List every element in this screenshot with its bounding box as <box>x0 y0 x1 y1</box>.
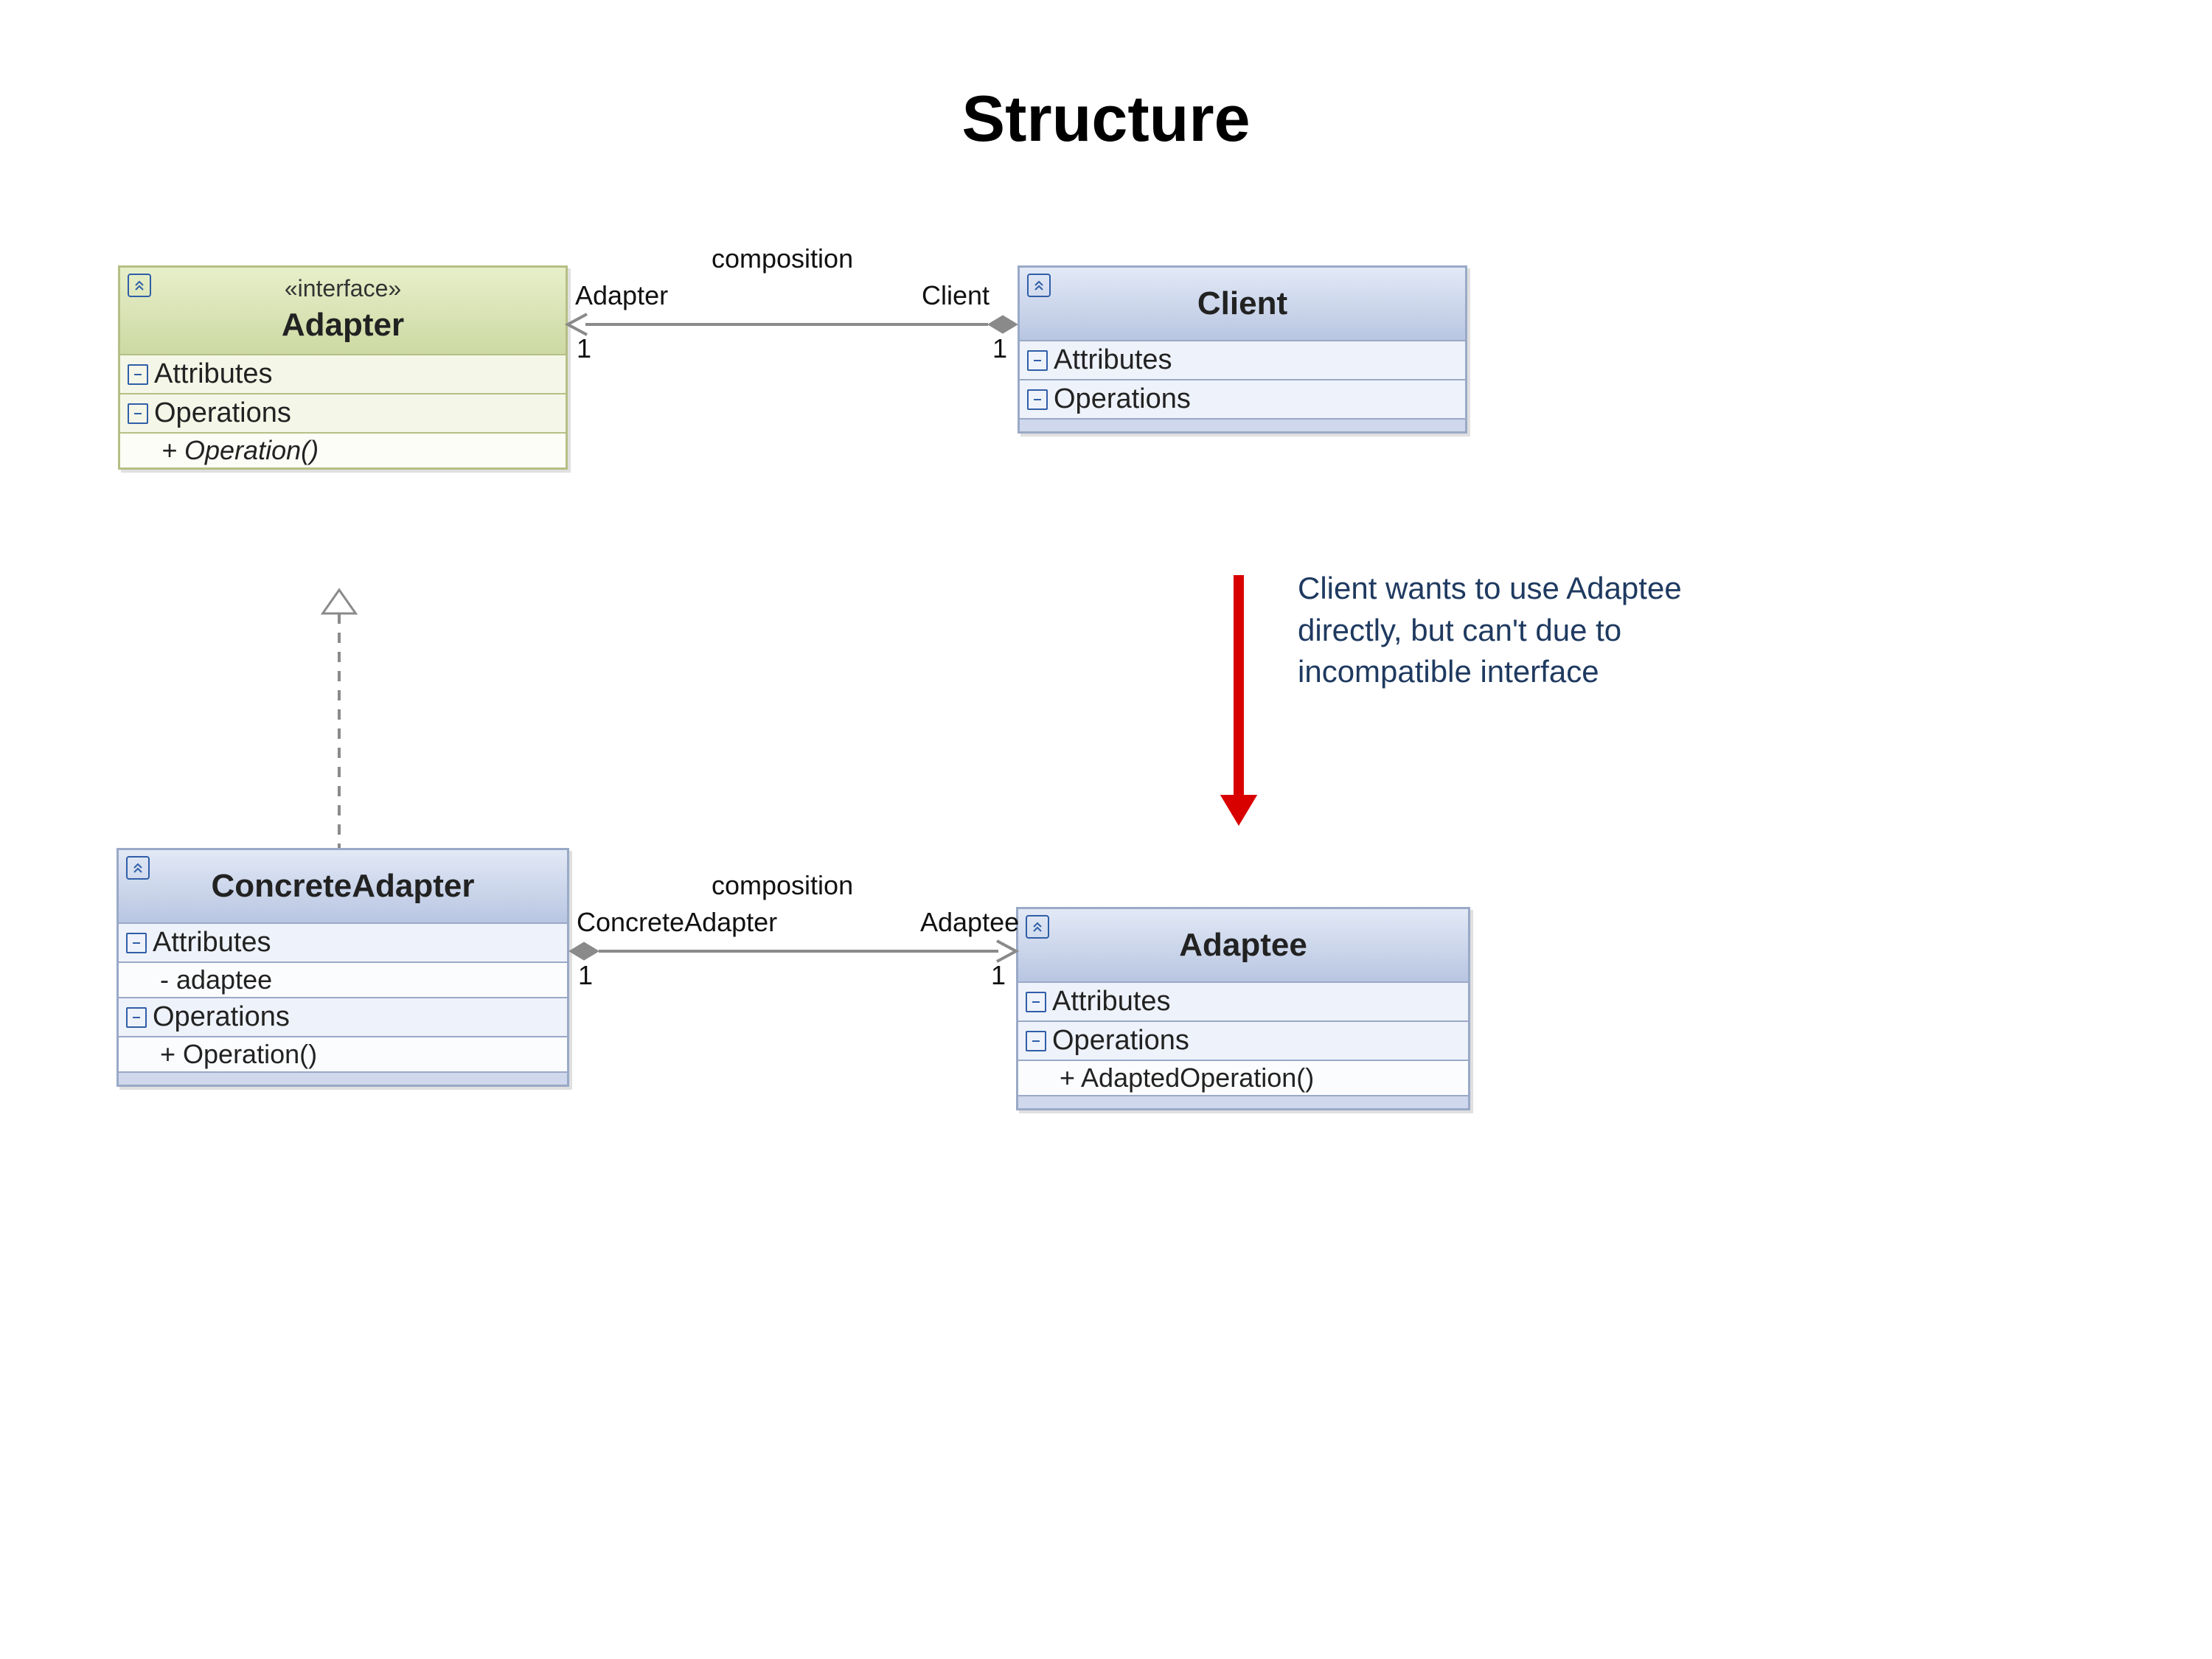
minus-icon <box>126 933 147 953</box>
class-name: Adaptee <box>1018 927 1468 964</box>
class-name: Adapter <box>120 307 566 344</box>
minus-icon <box>128 364 148 385</box>
class-name: Client <box>1020 285 1465 322</box>
annotation-arrowhead-icon <box>1220 795 1257 826</box>
collapse-icon <box>126 856 150 880</box>
section-label: Operations <box>1054 383 1191 415</box>
minus-icon <box>126 1007 147 1028</box>
edge-label: composition <box>712 870 853 901</box>
edge-label: ConcreteAdapter <box>577 907 777 938</box>
minus-icon <box>1027 350 1048 371</box>
edge-label: Client <box>922 280 990 311</box>
section-label: Attributes <box>153 927 271 959</box>
member-item: + AdaptedOperation() <box>1018 1060 1468 1095</box>
minus-icon <box>1026 1031 1046 1051</box>
uml-class-concrete: ConcreteAdapter Attributes- adaptee Operat… <box>116 848 569 1087</box>
edge-label: 1 <box>577 333 591 364</box>
annotation-note: Client wants to use Adaptee directly, bu… <box>1298 568 1770 693</box>
minus-icon <box>1027 389 1048 410</box>
uml-class-adaptee: Adaptee Attributes Operations+ AdaptedOper… <box>1016 907 1470 1110</box>
realization-arrowhead-icon <box>323 590 356 613</box>
section-label: Attributes <box>1052 986 1171 1018</box>
collapse-icon <box>1026 915 1049 939</box>
member-item: + Operation() <box>120 432 566 467</box>
minus-icon <box>128 403 148 424</box>
section-label: Operations <box>153 1001 290 1033</box>
collapse-icon <box>128 274 151 297</box>
edge-label: Adapter <box>575 280 668 311</box>
section-label: Operations <box>1052 1025 1189 1057</box>
open-arrow-icon <box>997 941 1016 961</box>
footer-bar <box>119 1071 567 1085</box>
diamond-icon <box>569 942 599 960</box>
edge-label: composition <box>712 243 853 274</box>
stereotype: «interface» <box>120 275 566 302</box>
class-name: ConcreteAdapter <box>119 868 567 905</box>
edge-label: 1 <box>992 333 1007 364</box>
diamond-icon <box>988 316 1018 333</box>
edge-label: Adaptee <box>920 907 1019 938</box>
footer-bar <box>1018 1095 1468 1108</box>
section-label: Operations <box>154 397 291 429</box>
member-item: - adaptee <box>119 961 567 997</box>
section-label: Attributes <box>1054 344 1172 376</box>
connector-layer <box>0 0 2212 1659</box>
minus-icon <box>1026 992 1046 1012</box>
section-label: Attributes <box>154 358 273 390</box>
uml-class-client: Client Attributes Operations <box>1018 265 1467 434</box>
uml-class-adapter: «interface» Adapter Attributes Operations+ … <box>118 265 568 470</box>
page-title: Structure <box>0 81 2212 156</box>
edge-label: 1 <box>578 960 593 991</box>
open-arrow-icon <box>568 314 587 335</box>
edge-label: 1 <box>991 960 1006 991</box>
footer-bar <box>1020 418 1465 431</box>
member-item: + Operation() <box>119 1036 567 1071</box>
collapse-icon <box>1027 274 1051 297</box>
